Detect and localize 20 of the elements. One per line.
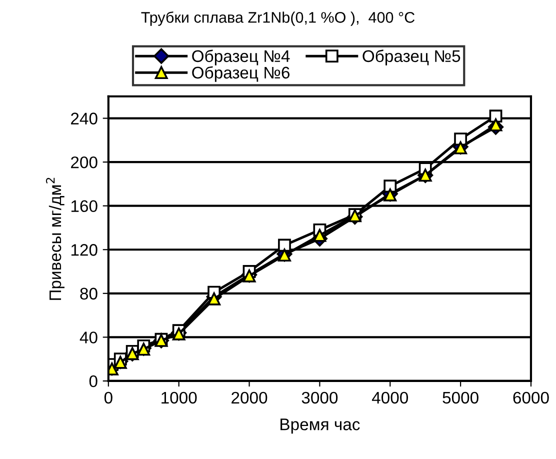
x-axis-title: Время час [280,418,360,434]
y-tick-label: 40 [80,332,98,344]
x-tick-label: 1000 [162,392,197,404]
legend-label: Образец №4 [192,50,290,66]
x-tick-label: 4000 [372,392,408,404]
x-tick-label: 6000 [513,392,549,404]
y-tick-label: 160 [71,200,98,212]
chart-title: Трубки сплава Zr1Nb(0,1 %O ), 400 °C [141,11,415,26]
x-tick-label: 5000 [442,392,478,404]
y-tick-label: 200 [71,156,98,168]
y-tick-label: 240 [71,112,98,124]
legend-label: Образец №5 [362,50,460,66]
y-tick-label: 80 [80,288,98,300]
x-tick-label: 3000 [302,392,338,404]
y-tick-label: 0 [89,375,98,388]
x-tick-label: 0 [104,392,112,404]
y-tick-label: 120 [71,244,98,256]
legend-label: Образец №6 [192,66,290,82]
y-axis-title: Привесы мг/дм$^{2}$ [46,178,64,300]
x-tick-label: 2000 [232,392,268,404]
